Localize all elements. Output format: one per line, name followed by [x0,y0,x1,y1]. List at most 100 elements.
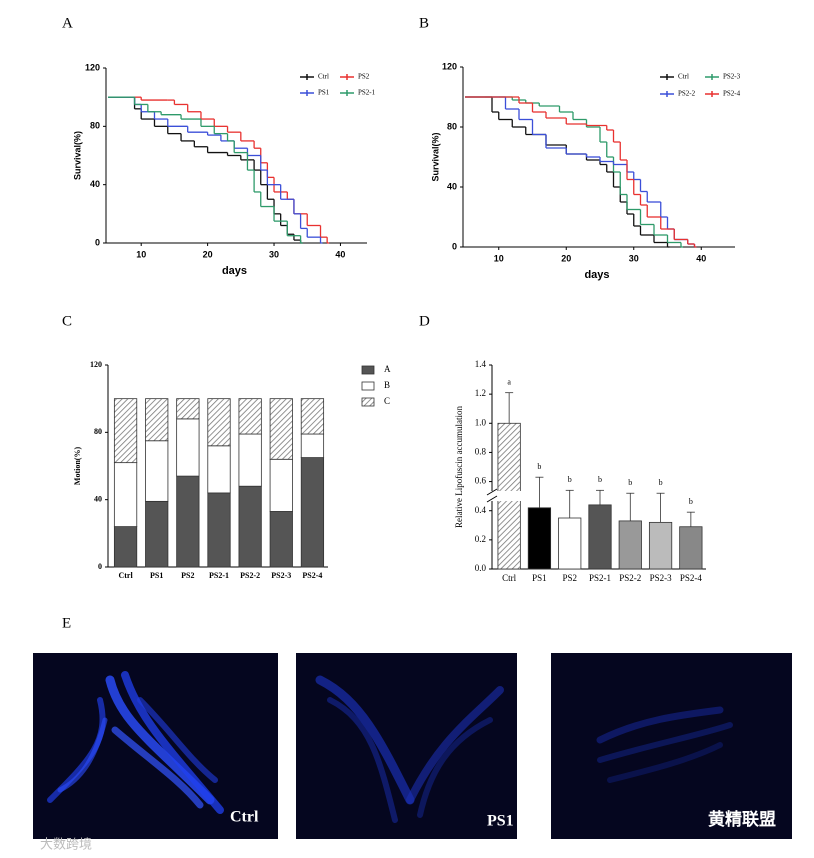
bar-segment [300,398,325,435]
watermark: 大数跨境 [40,838,92,853]
y-tick-label: 80 [447,121,457,131]
bar-segment [269,398,293,460]
bar-segment [145,440,169,502]
bar-segment [238,485,262,568]
image-label: Ctrl [230,809,259,826]
y-tick-label: 80 [90,121,100,131]
micrograph [33,653,278,839]
x-tick-label: PS2-4 [302,571,322,580]
bar-segment [238,398,262,435]
y-tick-label: 1.0 [475,417,487,427]
micrograph [296,653,517,839]
x-tick-label: PS2 [562,573,577,583]
bar-segment [238,433,262,487]
y-tick-label: 0.2 [475,534,486,544]
x-axis-label: days [222,265,247,277]
x-tick-label: 10 [494,253,504,263]
bar-segment [176,418,200,477]
y-tick-label: 0.8 [475,446,487,456]
panel-label: D [419,313,430,329]
bar-segment [269,458,293,512]
panel-label: E [62,615,71,631]
x-tick-label: 30 [269,249,279,259]
axis-break [486,495,498,503]
bar-segment [207,398,231,447]
x-tick-label: PS2-3 [650,573,673,583]
micrograph [551,653,792,839]
axis-break [488,491,522,501]
y-tick-label: 80 [94,427,102,436]
x-tick-label: Ctrl [502,573,517,583]
y-tick-label: 0 [452,241,457,251]
y-axis-label: Relative Lipofuscin accumulation [454,406,464,528]
bar [588,504,612,570]
panel-label: C [62,313,72,329]
x-tick-label: PS2-4 [680,573,703,583]
bar-segment [113,462,138,527]
x-tick-label: 40 [696,253,706,263]
significance-letter: b [598,475,602,484]
y-tick-label: 0.4 [475,505,487,515]
bar-segment [300,457,325,568]
panel-label: B [419,15,429,31]
bar-segment [113,398,138,464]
y-tick-label: 0.0 [475,563,487,573]
bar-segment [176,398,200,420]
y-tick-label: 0 [98,562,102,571]
y-tick-label: 40 [94,494,102,503]
y-axis-label: Survival(%) [72,131,82,180]
x-tick-label: 20 [561,253,571,263]
axis-break [486,488,498,496]
x-tick-label: Ctrl [118,571,133,580]
x-tick-label: PS2-1 [209,571,229,580]
legend-label: PS2-1 [358,89,376,97]
x-axis-label: days [584,269,609,281]
y-tick-label: 0.6 [475,476,487,486]
legend-label: C [384,396,390,406]
significance-letter: b [659,478,663,487]
legend-label: Ctrl [318,73,329,81]
bar-segment [300,433,325,458]
legend-swatch [361,381,375,391]
bar-segment [176,475,200,568]
bar-segment [269,511,293,568]
bar-segment [145,398,169,442]
significance-letter: b [628,478,632,487]
panel-label: A [62,15,73,31]
y-tick-label: 40 [90,179,100,189]
x-tick-label: PS2-2 [619,573,641,583]
bar-segment [207,492,231,568]
legend-label: PS2-2 [678,90,696,98]
y-axis-label: Survival(%) [430,132,440,181]
y-axis-label: Motion(%) [73,447,82,486]
watermark: 黄精联盟 [708,809,776,830]
y-tick-label: 0 [95,237,100,247]
x-tick-label: PS1 [532,573,547,583]
significance-letter: b [689,497,693,506]
x-tick-label: 10 [136,249,146,259]
legend-label: PS2-4 [723,90,741,98]
y-tick-label: 40 [447,181,457,191]
significance-letter: b [537,462,541,471]
significance-letter: a [507,378,511,387]
bar-segment [113,526,138,568]
bar [679,526,703,570]
legend-label: PS2 [358,73,370,81]
image-label: PS1 [487,813,514,830]
x-tick-label: PS2-1 [589,573,611,583]
x-tick-label: 40 [335,249,345,259]
y-tick-label: 120 [442,61,457,71]
x-tick-label: PS1 [150,571,163,580]
bar-segment [207,445,231,494]
y-tick-label: 120 [90,360,102,369]
x-tick-label: 30 [629,253,639,263]
legend-label: PS2-3 [723,73,741,81]
legend-swatch [361,397,375,407]
x-tick-label: 20 [203,249,213,259]
y-tick-label: 120 [85,62,100,72]
legend-label: PS1 [318,89,330,97]
legend-label: Ctrl [678,73,689,81]
x-tick-label: PS2 [181,571,194,580]
y-tick-label: 1.2 [475,388,486,398]
